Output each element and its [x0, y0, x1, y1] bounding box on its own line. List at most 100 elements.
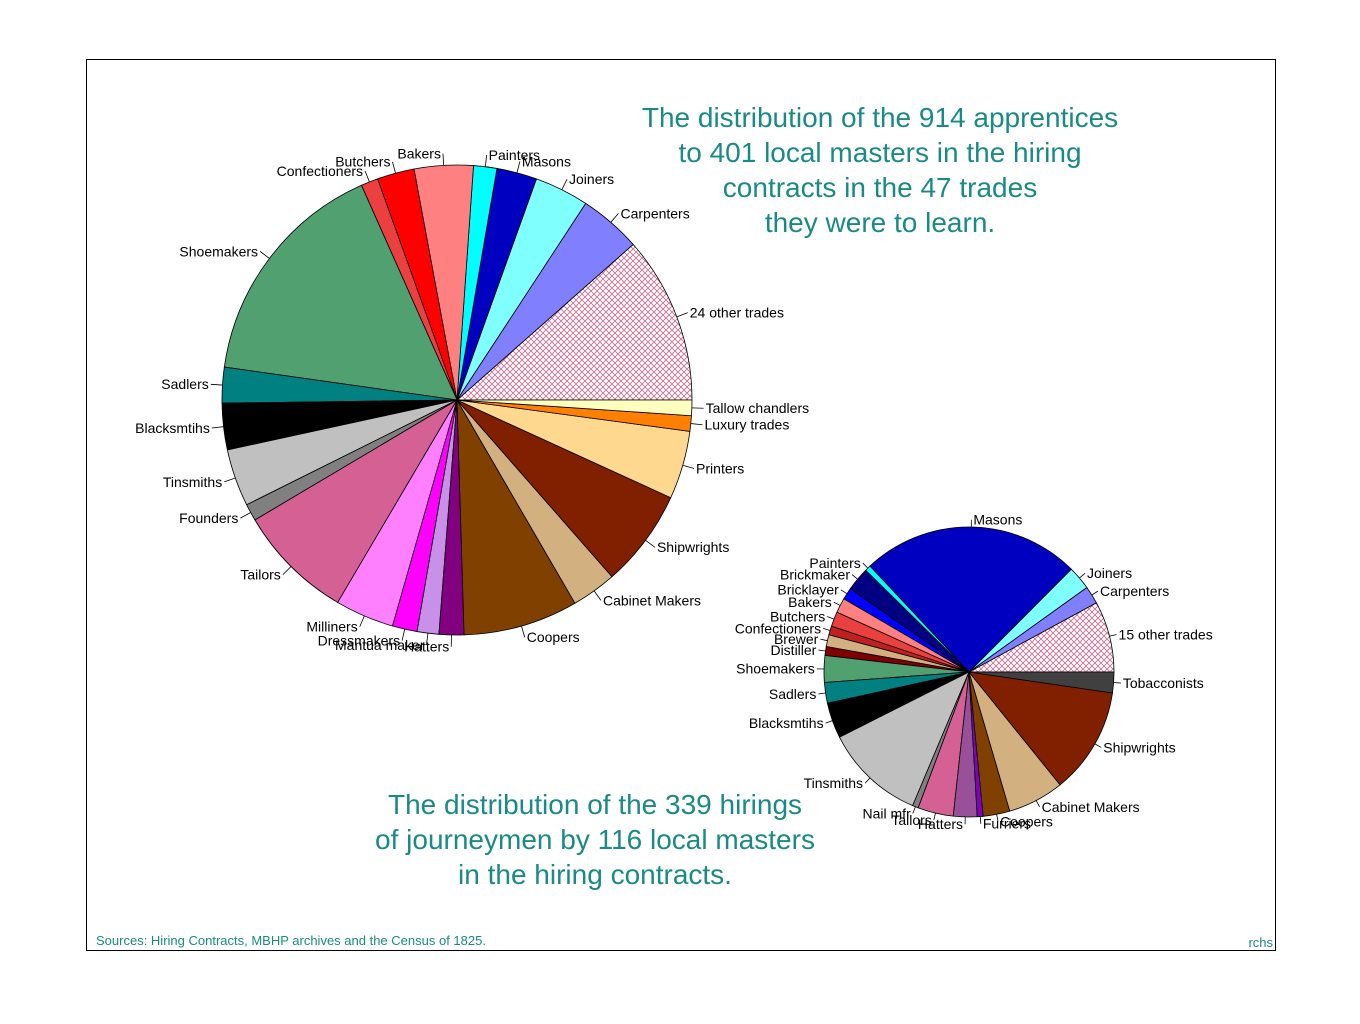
- journeymen-label-brewer: Brewer: [774, 631, 819, 647]
- apprentices-slice-coopers: [456, 399, 576, 636]
- apprentices-label-bakers: Bakers: [397, 146, 441, 162]
- apprentices-label-hatters: Hatters: [404, 639, 449, 655]
- apprentices-label-milliners: Milliners: [306, 619, 357, 635]
- apprentices-leader-printers: [682, 464, 695, 469]
- apprentices-leader-butchers: [392, 161, 396, 174]
- journeymen-leader-bricklayer: [840, 589, 848, 595]
- apprentices-label-cabinet-makers: Cabinet Makers: [603, 592, 701, 608]
- apprentices-leader-blacksmtihs: [211, 426, 224, 429]
- apprentices-label-tinsmiths: Tinsmiths: [163, 474, 222, 490]
- apprentices-leader-shoemakers: [259, 251, 270, 259]
- journeymen-leader-cabinet-makers: [1035, 800, 1040, 808]
- journeymen-label-distiller: Distiller: [770, 642, 816, 658]
- apprentices-label-founders: Founders: [179, 510, 238, 526]
- apprentices-leader-joiners: [561, 178, 568, 190]
- journeymen-label-blacksmtihs: Blacksmtihs: [749, 715, 824, 731]
- apprentices-leader-confectioners: [364, 170, 370, 183]
- journeymen-leader-confectioners: [823, 628, 831, 631]
- journeymen-label-furriers: Furriers: [983, 816, 1031, 832]
- journeymen-title: The distribution of the 339 hirings of j…: [375, 789, 815, 890]
- journeymen-slice-masons: [869, 526, 1072, 673]
- journeymen-leader-sadlers: [818, 692, 826, 695]
- apprentices-label-joiners: Joiners: [569, 171, 614, 187]
- journeymen-leader-furriers: [979, 816, 982, 824]
- plot-frame: [86, 59, 1276, 951]
- journeymen-label-tinsmiths: Tinsmiths: [804, 775, 863, 791]
- apprentices-label-coopers: Coopers: [527, 629, 580, 645]
- journeymen-label-15-other-trades: 15 other trades: [1119, 626, 1213, 642]
- apprentices-leader-carpenters: [610, 213, 619, 223]
- sources-note: Sources: Hiring Contracts, MBHP archives…: [96, 933, 486, 948]
- apprentices-label-luxury-trades: Luxury trades: [705, 417, 790, 433]
- apprentices-label-dressmakers: Dressmakers: [318, 632, 400, 648]
- journeymen-leader-bakers: [833, 601, 841, 606]
- apprentices-leader-sadlers: [210, 383, 223, 386]
- apprentices-slice-tallow-chandlers: [456, 399, 693, 417]
- apprentices-leader-milliners: [359, 615, 365, 627]
- journeymen-label-tobacconists: Tobacconists: [1123, 675, 1204, 691]
- journeymen-label-confectioners: Confectioners: [735, 620, 821, 636]
- apprentices-leader-24-other-trades: [676, 312, 688, 318]
- apprentices-leader-coopers: [521, 625, 526, 638]
- journeymen-label-joiners: Joiners: [1087, 565, 1132, 581]
- apprentices-label-carpenters: Carpenters: [620, 205, 689, 221]
- journeymen-label-shoemakers: Shoemakers: [736, 661, 815, 677]
- apprentices-label-shoemakers: Shoemakers: [179, 243, 258, 259]
- apprentices-pie: 24 other trades Carpenters Joiners MasonsPa…: [135, 146, 809, 655]
- journeymen-leader-tailors: [933, 812, 936, 821]
- apprentices-label-shipwrights: Shipwrights: [657, 539, 729, 555]
- journeymen-pie: 15 other trades Carpenters Joiners Masons Pa…: [735, 512, 1213, 832]
- apprentices-label-mantua-maker: Mantua maker: [335, 637, 425, 653]
- apprentices-label-24-other-trades: 24 other trades: [690, 305, 784, 321]
- apprentices-slice-shoemakers: [223, 184, 458, 401]
- apprentices-leader-founders: [240, 512, 251, 519]
- journeymen-label-brickmaker: Brickmaker: [780, 566, 850, 582]
- apprentices-leader-cabinet-makers: [593, 590, 602, 601]
- journeymen-label-coopers: Coopers: [1000, 813, 1053, 829]
- journeymen-label-carpenters: Carpenters: [1100, 583, 1169, 599]
- journeymen-leader-nail-mfr: [912, 806, 916, 814]
- apprentices-leader-bakers: [442, 153, 445, 166]
- journeymen-label-nail-mfr: Nail mfr: [863, 805, 912, 821]
- journeymen-leader-blacksmtihs: [825, 720, 833, 724]
- journeymen-label-painters: Painters: [809, 555, 860, 571]
- journeymen-leader-tobacconists: [1113, 682, 1121, 684]
- journeymen-label-hatters: Hatters: [918, 816, 963, 832]
- journeymen-leader-painters: [862, 562, 869, 569]
- author-credit: rchs: [1248, 935, 1273, 950]
- apprentices-leader-tinsmiths: [224, 477, 236, 483]
- journeymen-leader-brewer: [820, 638, 828, 642]
- journeymen-leader-joiners: [1079, 573, 1086, 579]
- apprentices-leader-tailors: [282, 566, 292, 576]
- journeymen-leader-tinsmiths: [864, 777, 871, 784]
- journeymen-label-masons: Masons: [973, 512, 1022, 528]
- journeymen-label-tailors: Tailors: [891, 812, 931, 828]
- journeymen-label-shipwrights: Shipwrights: [1103, 739, 1175, 755]
- apprentices-leader-masons: [516, 161, 521, 173]
- journeymen-label-cabinet-makers: Cabinet Makers: [1042, 799, 1140, 815]
- journeymen-leader-shipwrights: [1094, 743, 1102, 748]
- journeymen-leader-carpenters: [1091, 590, 1099, 596]
- apprentices-leader-luxury-trades: [690, 423, 703, 426]
- journeymen-leader-brickmaker: [851, 574, 858, 580]
- journeymen-slice-tinsmiths: [838, 671, 970, 807]
- apprentices-label-painters: Painters: [489, 147, 540, 163]
- apprentices-leader-mantua-maker: [426, 633, 429, 645]
- apprentices-label-printers: Printers: [696, 460, 744, 476]
- apprentices-leader-shipwrights: [645, 539, 656, 548]
- apprentices-label-tallow-chandlers: Tallow chandlers: [706, 400, 810, 416]
- apprentices-leader-painters: [484, 154, 488, 167]
- apprentices-label-butchers: Butchers: [335, 154, 390, 170]
- apprentices-title: The distribution of the 914 apprentices …: [641, 102, 1119, 238]
- apprentices-label-masons: Masons: [522, 153, 571, 169]
- journeymen-leader-15-other-trades: [1109, 634, 1117, 637]
- apprentices-label-tailors: Tailors: [240, 567, 280, 583]
- journeymen-label-bricklayer: Bricklayer: [777, 582, 839, 598]
- journeymen-label-sadlers: Sadlers: [769, 686, 816, 702]
- apprentices-label-confectioners: Confectioners: [277, 163, 363, 179]
- apprentices-label-blacksmtihs: Blacksmtihs: [135, 420, 210, 436]
- journeymen-leader-distiller: [818, 649, 826, 652]
- journeymen-label-bakers: Bakers: [788, 594, 832, 610]
- journeymen-label-butchers: Butchers: [770, 608, 825, 624]
